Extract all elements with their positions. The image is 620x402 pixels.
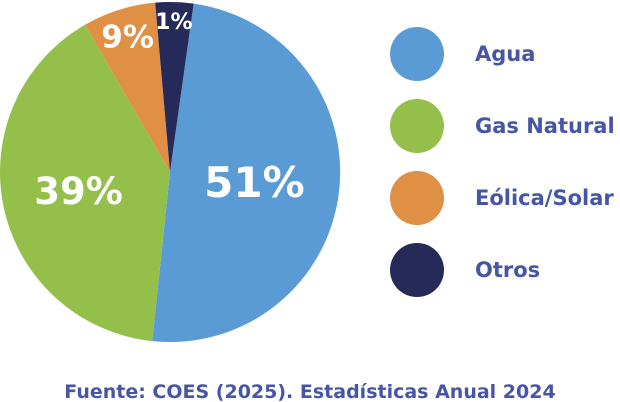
pie-label-agua: 51% [204, 158, 305, 207]
pie-label-eolica-solar: 9% [101, 19, 154, 55]
circle-swatch-otros-icon [390, 243, 444, 297]
legend-item-gas-natural: Gas Natural [390, 99, 615, 153]
circle-swatch-agua-icon [390, 27, 444, 81]
legend-label-agua: Agua [475, 42, 536, 66]
pie-slice-gas-natural [0, 24, 171, 342]
circle-swatch-eolica-solar-icon [390, 171, 444, 225]
circle-swatch-gas-natural-icon [390, 99, 444, 153]
pie-slice-eolica-solar [85, 2, 170, 173]
legend-label-otros: Otros [475, 258, 541, 282]
legend-label-gas-natural: Gas Natural [475, 114, 615, 138]
source-caption: Fuente: COES (2025). Estadísticas Anual … [64, 381, 556, 402]
legend-item-eolica-solar: Eólica/Solar [390, 171, 615, 225]
legend-label-eolica-solar: Eólica/Solar [475, 186, 614, 210]
pie-label-gas-natural: 39% [34, 170, 123, 213]
legend: Agua Gas Natural Eólica/Solar Otros [390, 27, 615, 297]
pie-slice-agua [152, 3, 341, 343]
pie-slice-otros [155, 1, 194, 172]
pie-label-otros: 1% [155, 10, 192, 35]
pie-chart: 51% 39% 9% 1% [0, 1, 341, 343]
legend-item-otros: Otros [390, 243, 615, 297]
legend-item-agua: Agua [390, 27, 615, 81]
